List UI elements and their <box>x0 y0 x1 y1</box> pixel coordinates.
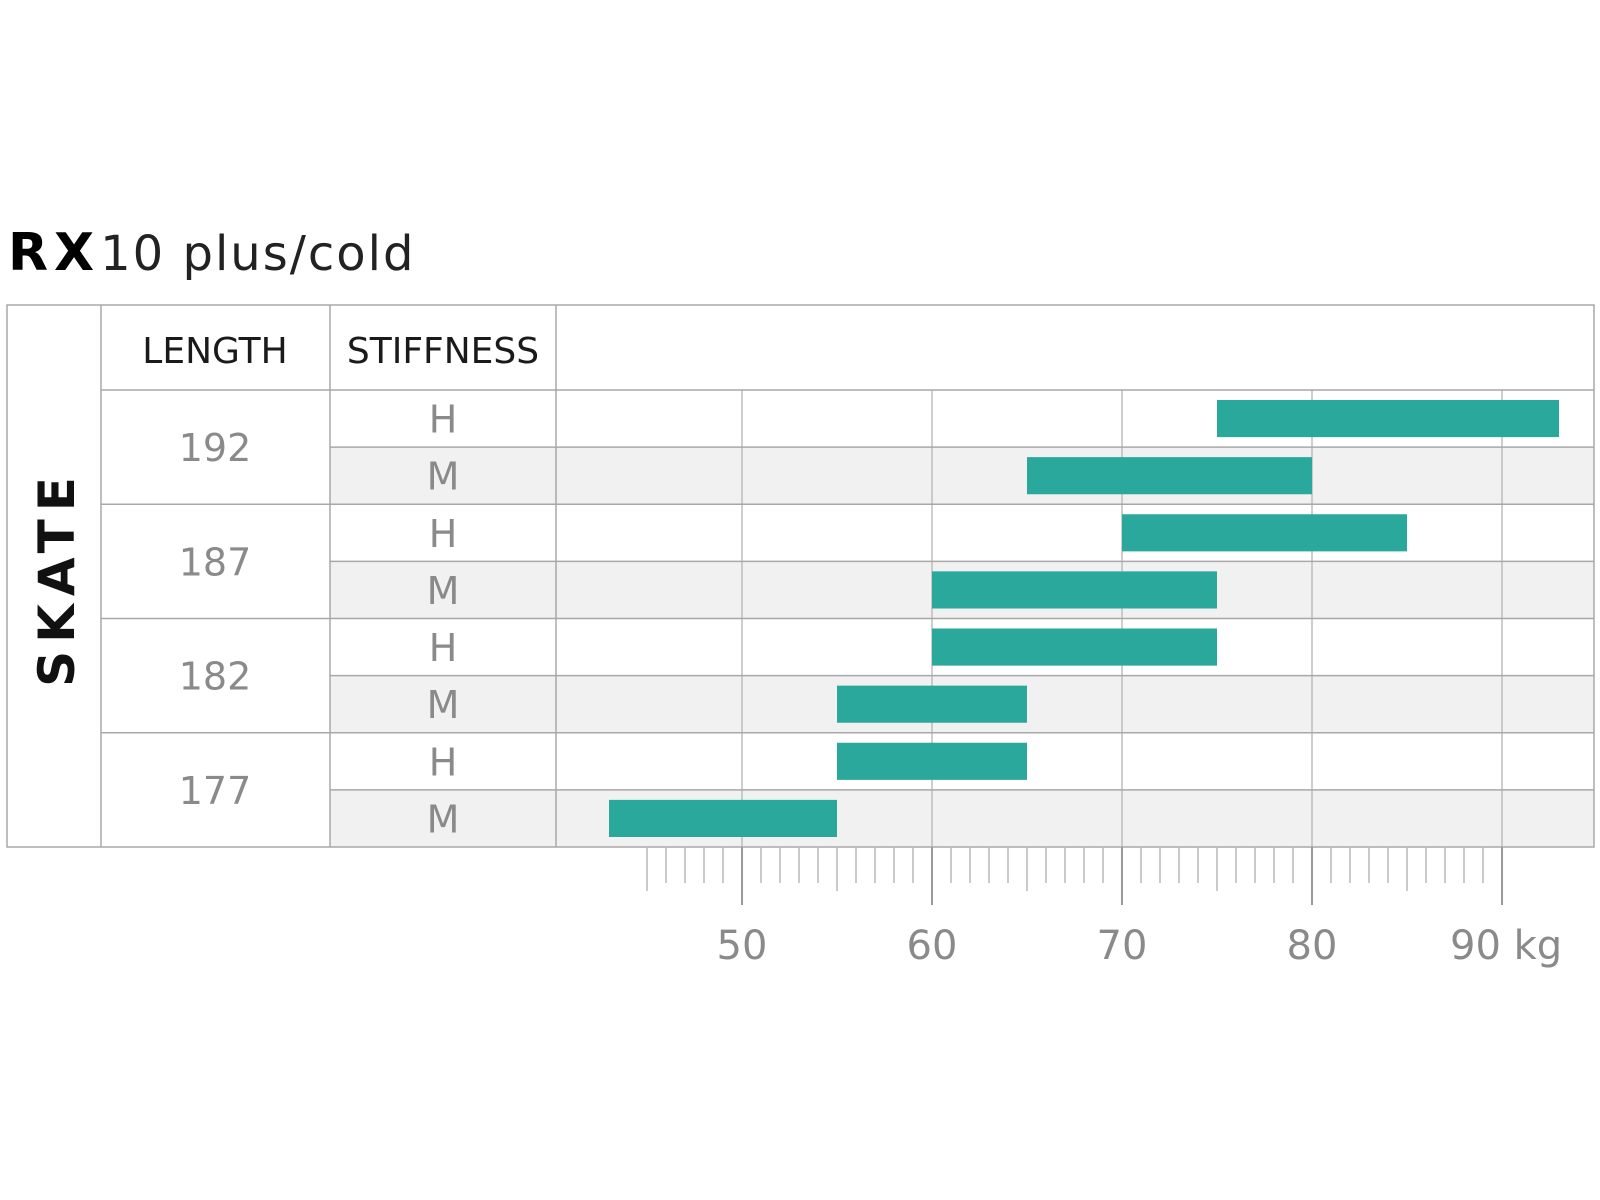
length-label: 177 <box>179 769 252 813</box>
weight-bars <box>609 400 1559 837</box>
chart-title: RX10 plus/cold <box>8 223 415 283</box>
length-label: 192 <box>179 426 252 470</box>
header-stiffness: STIFFNESS <box>347 331 539 372</box>
row-stripe <box>330 789 1594 847</box>
x-tick-label: 80 <box>1287 923 1338 969</box>
weight-range-bar <box>837 685 1027 723</box>
x-tick-label: 50 <box>717 923 768 969</box>
weight-range-bar <box>609 799 837 837</box>
length-label: 182 <box>179 655 252 699</box>
weight-range-bar <box>1027 457 1312 495</box>
length-label: 187 <box>179 540 252 584</box>
weight-range-bar <box>1122 514 1407 552</box>
weight-range-bar <box>932 571 1217 609</box>
table-lines <box>6 304 1595 848</box>
x-tick-label: 70 <box>1097 923 1148 969</box>
side-label-skate: SKATE <box>28 469 86 687</box>
header-length: LENGTH <box>142 331 287 372</box>
stiffness-label: H <box>429 512 458 556</box>
row-stripe <box>330 447 1594 505</box>
table-border <box>6 304 1595 848</box>
x-tick-label: 90 kg <box>1450 923 1562 969</box>
title-variant: 10 plus/cold <box>100 226 415 282</box>
stiffness-label: H <box>429 740 458 784</box>
title-model: RX <box>8 223 100 283</box>
length-labels: 192 187 182 177 <box>179 426 252 813</box>
stiffness-label: M <box>427 455 460 499</box>
stiffness-label: H <box>429 626 458 670</box>
stiffness-label: M <box>427 569 460 613</box>
x-tick-label: 60 <box>907 923 958 969</box>
x-axis: 50 60 70 80 90 kg <box>646 847 1562 969</box>
weight-range-bar <box>932 628 1217 666</box>
stiffness-label: H <box>429 398 458 442</box>
stiffness-label: M <box>427 683 460 727</box>
weight-range-bar <box>837 742 1027 780</box>
weight-range-bar <box>1217 400 1559 438</box>
stiffness-label: M <box>427 797 460 841</box>
